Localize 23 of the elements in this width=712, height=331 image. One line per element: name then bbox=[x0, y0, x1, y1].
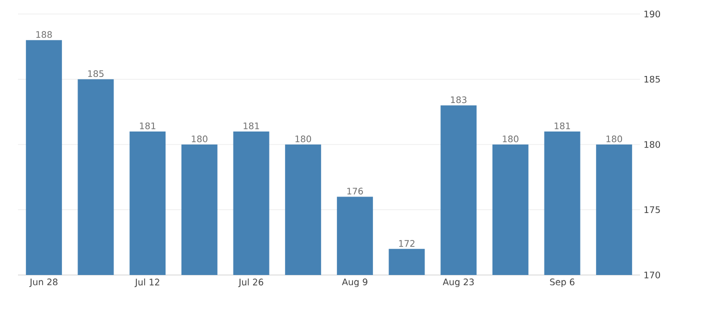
y-tick-label: 180 bbox=[644, 141, 660, 148]
data-label: 188 bbox=[36, 31, 52, 38]
x-tick-label: Sep 6 bbox=[550, 278, 574, 288]
y-tick-label: 190 bbox=[644, 10, 660, 18]
x-tick-label: Aug 23 bbox=[442, 278, 474, 288]
x-tick-label: Jul 26 bbox=[238, 278, 264, 288]
data-label: 181 bbox=[554, 122, 570, 130]
data-label: 172 bbox=[399, 240, 414, 247]
x-tick-label: Jul 12 bbox=[134, 278, 160, 288]
data-label: 183 bbox=[451, 96, 466, 104]
data-label: 185 bbox=[88, 70, 104, 78]
data-label: 176 bbox=[347, 188, 363, 194]
data-label: 181 bbox=[244, 122, 259, 130]
y-tick-label: 170 bbox=[644, 272, 660, 278]
y-tick-label: 185 bbox=[644, 76, 660, 83]
data-label: 180 bbox=[192, 136, 208, 142]
data-label: 180 bbox=[296, 136, 312, 142]
data-label: 180 bbox=[502, 136, 518, 142]
data-label: 181 bbox=[140, 122, 156, 130]
x-tick-label: Aug 9 bbox=[342, 278, 368, 288]
x-tick-label: Jun 28 bbox=[29, 278, 58, 287]
data-label: 180 bbox=[606, 136, 622, 142]
y-tick-label: 175 bbox=[644, 206, 660, 214]
